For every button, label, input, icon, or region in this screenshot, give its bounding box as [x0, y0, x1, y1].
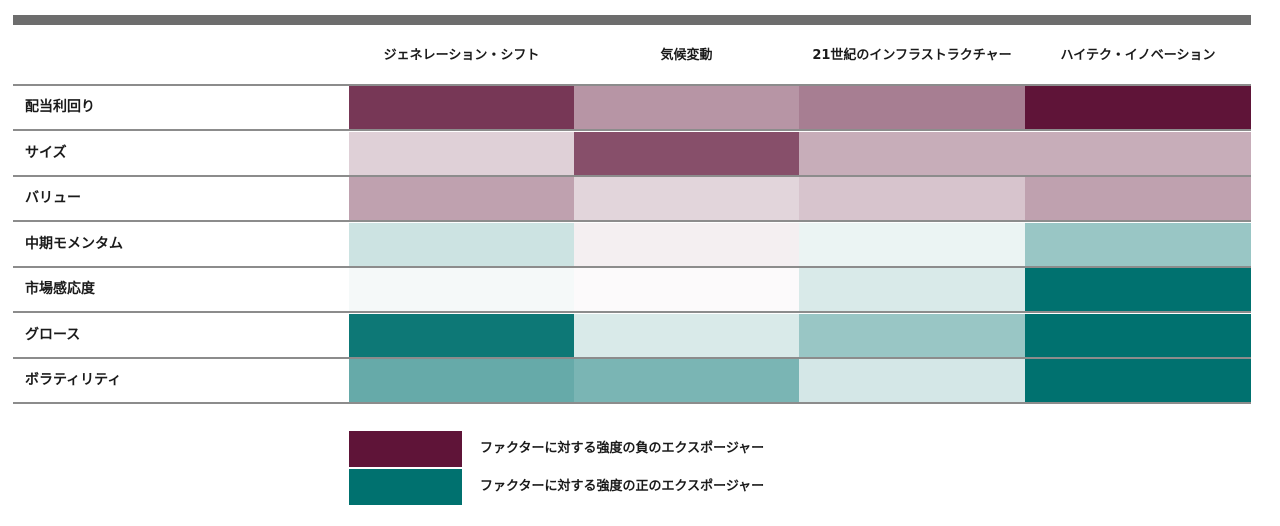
- heatmap-cell: [1025, 313, 1251, 357]
- heatmap-cell: [349, 222, 574, 266]
- row-label: 配当利回り: [25, 99, 95, 115]
- heatmap-cell: [349, 131, 574, 175]
- heatmap-cell: [349, 268, 574, 311]
- heatmap-cell: [574, 268, 799, 311]
- row-separator: [13, 356, 1251, 359]
- legend-swatch: [349, 469, 462, 505]
- row-label-cell: [13, 86, 349, 129]
- column-header: 気候変動: [660, 48, 713, 63]
- row-label: サイズ: [25, 144, 67, 161]
- row-label-cell: [13, 313, 349, 357]
- row-separator: [13, 311, 1251, 313]
- row-separator: [13, 220, 1251, 222]
- heatmap-cell: [574, 131, 799, 175]
- heatmap-cell: [1025, 177, 1251, 220]
- heatmap-cell: [799, 86, 1025, 129]
- heatmap-cell: [574, 359, 799, 402]
- heatmap-cell: [574, 177, 799, 220]
- row-label: グロース: [25, 326, 81, 343]
- heatmap-cell: [349, 86, 574, 129]
- heatmap-cell: [799, 131, 1025, 175]
- row-label-cell: [13, 131, 349, 175]
- heatmap-cell: [799, 177, 1025, 220]
- row-label: 中期モメンタム: [25, 235, 123, 252]
- heatmap-cell: [799, 313, 1025, 357]
- legend-swatch: [349, 431, 462, 467]
- heatmap-cell: [349, 177, 574, 220]
- heatmap-cell: [574, 313, 799, 357]
- row-separator: [13, 129, 1251, 131]
- heatmap-cell: [1025, 359, 1251, 402]
- heatmap-cell: [799, 359, 1025, 402]
- row-label: ボラティリティ: [25, 372, 122, 388]
- heatmap-cell: [1025, 131, 1251, 175]
- heatmap-cell: [799, 268, 1025, 311]
- top-rule: [13, 15, 1251, 25]
- column-header: ジェネレーション・シフト: [383, 48, 540, 63]
- row-label-cell: [13, 359, 349, 402]
- column-header: ハイテク・イノベーション: [1060, 48, 1216, 63]
- column-header: 21世紀のインフラストラクチャー: [812, 48, 1012, 63]
- row-label-cell: [13, 222, 349, 266]
- row-label: 市場感応度: [25, 281, 95, 297]
- heatmap-cell: [349, 359, 574, 402]
- heatmap-cell: [799, 222, 1025, 266]
- header-separator: [13, 84, 1251, 86]
- row-label: バリュー: [25, 190, 81, 206]
- legend-label: ファクターに対する強度の負のエクスポージャー: [480, 441, 765, 456]
- heatmap-cell: [1025, 86, 1251, 129]
- row-label-cell: [13, 177, 349, 220]
- heatmap-cell: [574, 222, 799, 266]
- row-separator: [13, 265, 1251, 268]
- heatmap-cell: [574, 86, 799, 129]
- legend-label: ファクターに対する強度の正のエクスポージャー: [480, 479, 765, 494]
- row-separator: [13, 174, 1251, 177]
- heatmap-cell: [349, 313, 574, 357]
- row-label-cell: [13, 268, 349, 311]
- heatmap-cell: [1025, 222, 1251, 266]
- row-separator: [13, 402, 1251, 404]
- heatmap-cell: [1025, 268, 1251, 311]
